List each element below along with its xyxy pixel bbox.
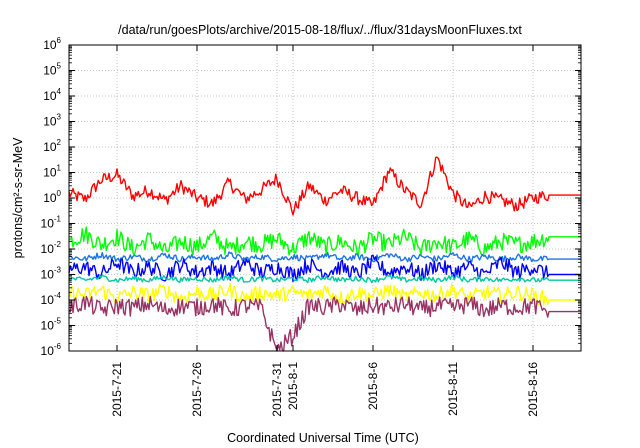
y-tick-label: 104 (43, 87, 61, 103)
series-line-1 (68, 156, 581, 216)
y-tick-label: 105 (43, 62, 61, 78)
x-tick-label: 2015-7-21 (110, 362, 124, 417)
y-tick-label: 10-6 (41, 342, 62, 358)
x-tick-label: 2015-8-1 (286, 362, 300, 410)
y-axis-ticks: 10-6 10-5 10-4 10-3 10-2 10-1 100 101 102 103 104 1… (41, 36, 581, 358)
x-tick-label: 2015-8-16 (526, 362, 540, 417)
chart-title: /data/run/goesPlots/archive/2015-08-18/f… (118, 23, 522, 37)
x-axis-ticks: 2015-7-21 2015-7-26 2015-7-31 2015-8-1 2015-… (110, 45, 540, 417)
y-tick-label: 10-4 (41, 291, 62, 307)
y-tick-label: 10-2 (41, 240, 62, 256)
y-tick-label: 10-3 (41, 266, 62, 282)
x-tick-label: 2015-8-11 (446, 362, 460, 416)
series-line-7 (68, 295, 581, 352)
y-tick-label: 106 (43, 36, 61, 52)
y-tick-label: 103 (43, 113, 61, 129)
x-tick-label: 2015-7-26 (190, 362, 204, 417)
x-axis-label: Coordinated Universal Time (UTC) (227, 431, 419, 445)
series-line-5 (68, 274, 581, 284)
series-line-4 (68, 254, 581, 283)
x-tick-label: 2015-8-6 (366, 362, 380, 410)
y-tick-label: 10-5 (41, 317, 62, 333)
y-tick-label: 100 (43, 189, 61, 205)
data-series (68, 156, 581, 352)
y-tick-label: 10-1 (41, 215, 62, 231)
y-tick-label: 101 (43, 164, 61, 180)
y-axis-label: protons/cm²-s-sr-MeV (11, 137, 25, 259)
series-line-2 (68, 226, 581, 257)
y-tick-label: 102 (43, 138, 61, 154)
x-tick-label: 2015-7-31 (270, 362, 284, 417)
series-line-3 (68, 251, 581, 263)
